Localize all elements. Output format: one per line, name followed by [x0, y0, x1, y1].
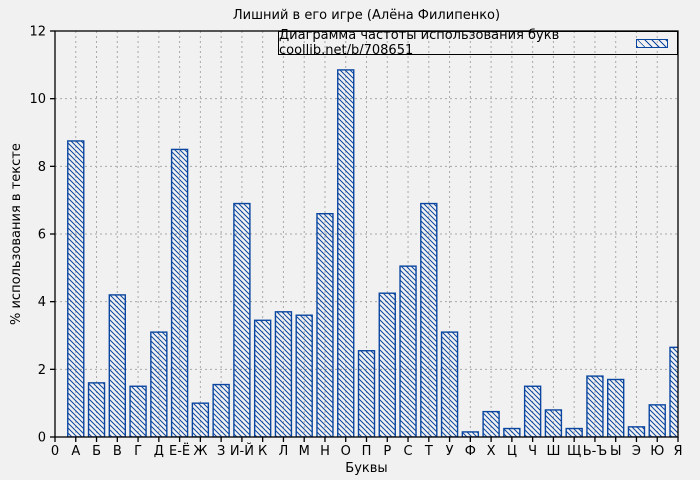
x-tick-label: Б — [92, 444, 101, 459]
x-tick-label: Ч — [528, 444, 537, 459]
bar — [87, 382, 106, 437]
bars-group — [67, 69, 679, 437]
bar — [544, 409, 563, 437]
x-tick-label: М — [299, 444, 310, 459]
legend-box: Диаграмма частоты использования букв coo… — [278, 28, 678, 58]
bar — [170, 148, 189, 437]
bar — [253, 319, 272, 437]
x-tick-label: Л — [279, 444, 289, 459]
x-tick-label: Ж — [193, 444, 207, 459]
x-tick-label: Т — [424, 444, 433, 459]
x-tick-label: Ф — [465, 444, 476, 459]
x-tick-label: Ц — [507, 444, 517, 459]
bar — [150, 331, 168, 437]
bar — [440, 331, 459, 437]
x-tick-label: Н — [320, 444, 330, 459]
bar — [67, 140, 85, 437]
y-tick-label: 0 — [38, 431, 46, 446]
bar — [108, 294, 127, 437]
bar — [565, 427, 583, 437]
x-tick-label: О — [341, 444, 351, 459]
x-tick-label: К — [258, 444, 267, 459]
x-tick-label: З — [217, 444, 225, 459]
bar — [129, 385, 147, 437]
x-tick-label: Щ — [567, 444, 581, 459]
x-tick-label: Ь-Ъ — [583, 444, 607, 459]
bar — [648, 404, 666, 437]
bar — [586, 375, 604, 437]
bar — [191, 402, 210, 437]
bar — [461, 431, 480, 437]
x-tick-label: Ы — [610, 444, 621, 459]
y-tick-label: 2 — [38, 363, 46, 378]
y-tick-label: 4 — [38, 295, 46, 310]
x-tick-label: В — [113, 444, 122, 459]
x-tick-label: Х — [487, 444, 496, 459]
x-axis-title: Буквы — [345, 461, 388, 476]
bar — [399, 265, 417, 437]
x-tick-label: А — [71, 444, 80, 459]
x-tick-label: П — [362, 444, 372, 459]
bar — [503, 427, 521, 437]
x-tick-label: И-Й — [230, 443, 254, 459]
x-tick-label: Э — [632, 444, 641, 459]
y-tick-label: 10 — [29, 92, 46, 107]
chart-title: Лишний в его игре (Алёна Филипенко) — [232, 8, 501, 23]
x-tick-label: 0 — [51, 444, 59, 459]
x-tick-label: Д — [154, 444, 164, 459]
y-tick-label: 12 — [29, 25, 46, 40]
bar — [482, 410, 500, 437]
x-tick-label: Ш — [546, 444, 560, 459]
y-tick-label: 6 — [38, 228, 46, 243]
bar — [607, 378, 625, 437]
bar — [274, 311, 293, 437]
axis-ticks — [50, 30, 679, 442]
x-tick-label: Ю — [650, 444, 664, 459]
y-tick-label: 8 — [38, 160, 46, 175]
x-tick-label: У — [446, 444, 454, 459]
x-tick-label: Г — [134, 444, 142, 459]
x-tick-label: Я — [673, 444, 682, 459]
bar — [233, 202, 251, 437]
bar — [378, 292, 396, 437]
x-tick-label: Е-Ё — [169, 443, 190, 459]
bar — [212, 383, 230, 437]
legend-label: Диаграмма частоты использования букв coo… — [279, 28, 560, 58]
bar — [523, 385, 542, 437]
legend-swatch-hatched — [636, 38, 668, 48]
x-tick-label: С — [403, 444, 412, 459]
x-tick-label: Р — [383, 444, 391, 459]
bar — [316, 212, 334, 437]
bar — [420, 202, 438, 437]
bar — [627, 426, 646, 437]
bar — [337, 69, 355, 437]
bar — [357, 350, 376, 437]
bar — [295, 314, 313, 437]
axis-tick-labels: 0 А Б В Г Д Е-Ё Ж З И-Й К Л М Н О П Р С Т У Ф Х Ц Ч Ш Щ Ь-Ъ Ы Э Ю Я024… — [29, 25, 682, 460]
